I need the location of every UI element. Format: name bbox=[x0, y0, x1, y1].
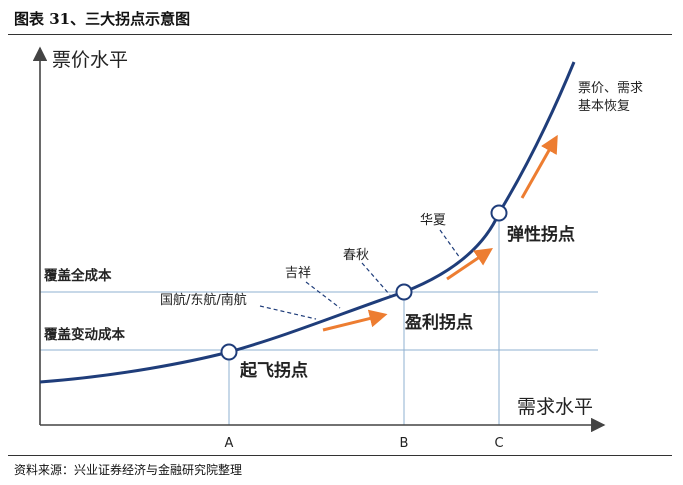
spring-leader bbox=[361, 262, 391, 296]
source-note: 资料来源：兴业证券经济与金融研究院整理 bbox=[14, 463, 243, 477]
arrow-profit-to-elastic bbox=[446, 247, 493, 281]
profit-point-marker bbox=[395, 283, 413, 301]
full-cost-label: 覆盖全成本 bbox=[44, 267, 112, 284]
arrow-to-recovery bbox=[520, 134, 558, 199]
huaxia-label: 华夏 bbox=[420, 213, 446, 228]
y-axis-label: 票价水平 bbox=[52, 49, 128, 71]
recovery-label-line2: 基本恢复 bbox=[578, 99, 630, 114]
x-axis-label: 需求水平 bbox=[517, 396, 593, 418]
x-tick-a: A bbox=[225, 436, 234, 451]
juneyao-label: 吉祥 bbox=[285, 266, 311, 281]
juneyao-leader bbox=[305, 281, 341, 309]
variable-cost-label: 覆盖变动成本 bbox=[44, 326, 125, 343]
top-rule bbox=[8, 34, 672, 35]
elastic-point-marker bbox=[490, 204, 508, 222]
huaxia-leader bbox=[439, 229, 461, 259]
spring-label: 春秋 bbox=[343, 248, 369, 263]
bottom-rule bbox=[8, 455, 672, 456]
big-three-label: 国航/东航/南航 bbox=[160, 292, 247, 308]
big-three-leader bbox=[259, 305, 317, 320]
figure-title: 图表 31、三大拐点示意图 bbox=[14, 10, 191, 28]
x-tick-b: B bbox=[400, 436, 409, 451]
takeoff-point-label: 起飞拐点 bbox=[239, 360, 308, 381]
recovery-label-line1: 票价、需求 bbox=[578, 81, 643, 96]
elastic-point-label: 弹性拐点 bbox=[507, 224, 575, 245]
profit-point-label: 盈利拐点 bbox=[404, 312, 473, 333]
x-tick-c: C bbox=[494, 436, 503, 451]
takeoff-point-marker bbox=[220, 343, 238, 361]
arrow-takeoff-to-profit bbox=[322, 309, 388, 332]
